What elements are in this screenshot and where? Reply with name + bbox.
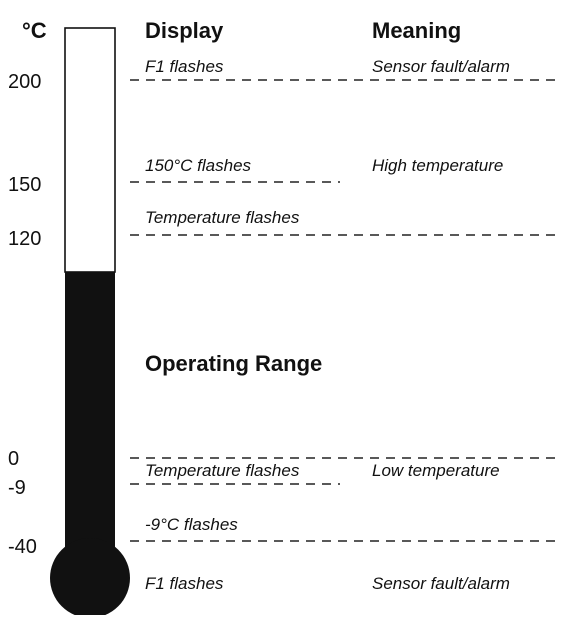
thermometer-bulb xyxy=(50,538,130,618)
header: Meaning xyxy=(372,18,461,43)
display-text: F1 flashes xyxy=(145,574,224,593)
scale-label: 120 xyxy=(8,228,41,250)
scale-label: 0 xyxy=(8,448,19,470)
header: Display xyxy=(145,18,224,43)
scale-label: -40 xyxy=(8,536,37,558)
scale-label: 150 xyxy=(8,174,41,196)
thermometer-fill xyxy=(65,272,115,552)
scale-label: -9 xyxy=(8,477,26,499)
scale-label: 200 xyxy=(8,71,41,93)
display-text: -9°C flashes xyxy=(145,515,238,534)
thermometer-tube xyxy=(64,27,116,273)
operating-range-label: Operating Range xyxy=(145,351,322,376)
meaning-text: Sensor fault/alarm xyxy=(372,57,510,76)
display-text: F1 flashes xyxy=(145,57,224,76)
unit-label: °C xyxy=(22,18,47,43)
display-text: Temperature flashes xyxy=(145,208,300,227)
display-text: Temperature flashes xyxy=(145,461,300,480)
meaning-text: Low temperature xyxy=(372,461,500,480)
display-text: 150°C flashes xyxy=(145,156,252,175)
meaning-text: High temperature xyxy=(372,156,503,175)
meaning-text: Sensor fault/alarm xyxy=(372,574,510,593)
